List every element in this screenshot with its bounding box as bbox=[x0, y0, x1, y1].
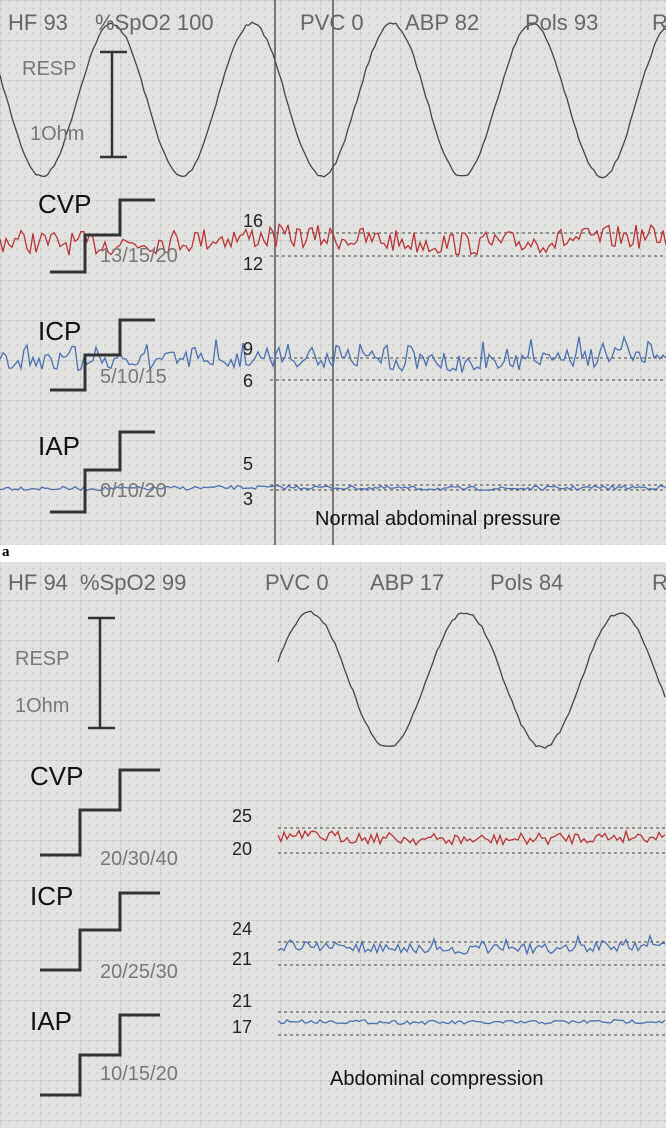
header-value: HF 93 bbox=[8, 10, 68, 35]
channel-scale: 13/15/20 bbox=[100, 245, 178, 267]
lower-level: 12 bbox=[243, 254, 263, 274]
header-value: %SpO2 99 bbox=[80, 570, 186, 595]
header-value: Pols 93 bbox=[525, 10, 598, 35]
header-value: %SpO2 100 bbox=[95, 10, 214, 35]
lower-level: 21 bbox=[232, 949, 252, 969]
header-value: Pols 84 bbox=[490, 570, 563, 595]
upper-level: 9 bbox=[243, 339, 253, 359]
header-value: R bbox=[652, 570, 666, 595]
caption: Abdominal compression bbox=[330, 1068, 543, 1090]
figure-label: a bbox=[2, 544, 10, 560]
channel-label: CVP bbox=[38, 189, 91, 219]
channel-scale: 0/10/20 bbox=[100, 480, 167, 502]
channel-label: ICP bbox=[30, 881, 73, 911]
channel-scale: 20/25/30 bbox=[100, 961, 178, 983]
lower-level: 6 bbox=[243, 371, 253, 391]
channel-scale: 10/15/20 bbox=[100, 1063, 178, 1085]
channel-label: CVP bbox=[30, 761, 83, 791]
lower-level: 3 bbox=[243, 489, 253, 509]
channel-label: ICP bbox=[38, 316, 81, 346]
header-value: HF 94 bbox=[8, 570, 68, 595]
caption: Normal abdominal pressure bbox=[315, 508, 561, 530]
header-value: R bbox=[652, 10, 666, 35]
upper-level: 24 bbox=[232, 919, 252, 939]
resp-label: RESP bbox=[15, 648, 69, 670]
resp-scale: 1Ohm bbox=[15, 695, 69, 717]
channel-label: IAP bbox=[30, 1006, 72, 1036]
channel-scale: 5/10/15 bbox=[100, 366, 167, 388]
upper-level: 25 bbox=[232, 806, 252, 826]
lower-level: 20 bbox=[232, 839, 252, 859]
header-value: ABP 17 bbox=[370, 570, 444, 595]
resp-scale: 1Ohm bbox=[30, 123, 84, 145]
upper-level: 21 bbox=[232, 991, 252, 1011]
upper-level: 16 bbox=[243, 211, 263, 231]
channel-scale: 20/30/40 bbox=[100, 848, 178, 870]
resp-label: RESP bbox=[22, 58, 76, 80]
figure: a HF 93 %SpO2 100 PVC 0 ABP 82 Pols 93 R RESP 1… bbox=[0, 0, 666, 1128]
channel-label: IAP bbox=[38, 431, 80, 461]
lower-level: 17 bbox=[232, 1017, 252, 1037]
header-value: ABP 82 bbox=[405, 10, 479, 35]
upper-level: 5 bbox=[243, 454, 253, 474]
header-value: PVC 0 bbox=[300, 10, 364, 35]
header-value: PVC 0 bbox=[265, 570, 329, 595]
